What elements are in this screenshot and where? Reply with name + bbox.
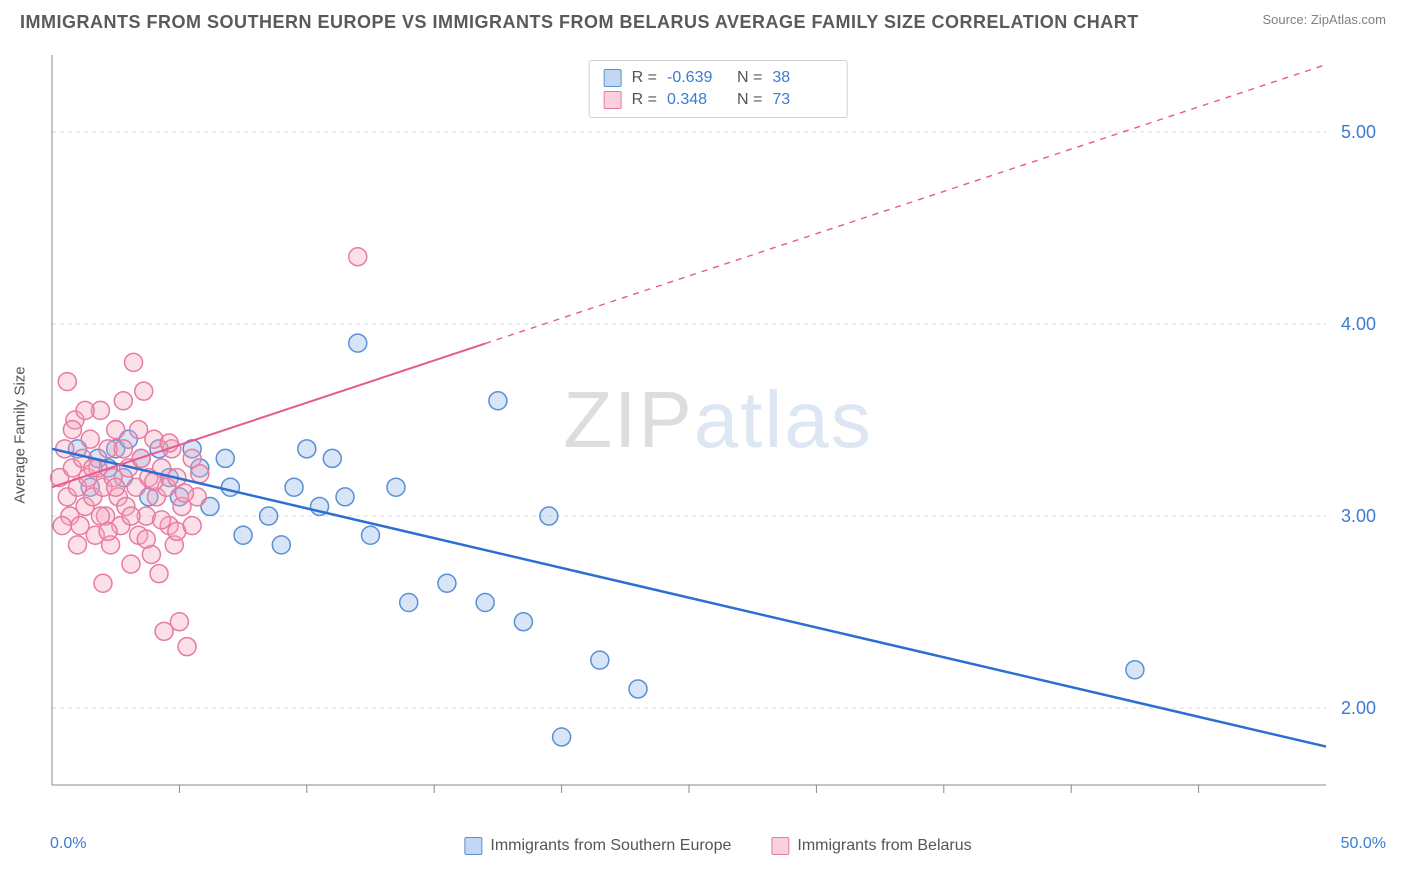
data-point-southern_europe bbox=[489, 392, 507, 410]
data-point-southern_europe bbox=[260, 507, 278, 525]
data-point-southern_europe bbox=[298, 440, 316, 458]
source-attribution: Source: ZipAtlas.com bbox=[1262, 12, 1386, 27]
data-point-belarus bbox=[178, 638, 196, 656]
y-tick-label: 5.00 bbox=[1341, 122, 1376, 142]
data-point-southern_europe bbox=[362, 526, 380, 544]
n-value: 38 bbox=[772, 69, 832, 87]
chart-area: Average Family Size 2.003.004.005.00 ZIP… bbox=[50, 55, 1386, 815]
trendline-belarus bbox=[52, 344, 485, 488]
stats-row-southern_europe: R = -0.639 N = 38 bbox=[604, 67, 833, 89]
correlation-stats-box: R = -0.639 N = 38 R = 0.348 N = 73 bbox=[589, 60, 848, 118]
data-point-southern_europe bbox=[514, 613, 532, 631]
data-point-belarus bbox=[53, 517, 71, 535]
chart-title: IMMIGRANTS FROM SOUTHERN EUROPE VS IMMIG… bbox=[20, 12, 1139, 33]
data-point-belarus bbox=[114, 440, 132, 458]
r-label: R = bbox=[632, 69, 657, 87]
legend-label: Immigrants from Southern Europe bbox=[490, 837, 731, 855]
data-point-belarus bbox=[81, 430, 99, 448]
legend-item-belarus: Immigrants from Belarus bbox=[771, 837, 971, 855]
data-point-southern_europe bbox=[234, 526, 252, 544]
data-point-belarus bbox=[107, 421, 125, 439]
data-point-belarus bbox=[183, 517, 201, 535]
data-point-southern_europe bbox=[400, 594, 418, 612]
data-point-southern_europe bbox=[272, 536, 290, 554]
y-tick-label: 3.00 bbox=[1341, 506, 1376, 526]
trendline-southern_europe bbox=[52, 449, 1326, 747]
data-point-belarus bbox=[125, 353, 143, 371]
x-axis-max-label: 50.0% bbox=[1341, 835, 1386, 853]
source-link[interactable]: ZipAtlas.com bbox=[1311, 12, 1386, 27]
n-label: N = bbox=[737, 69, 762, 87]
data-point-belarus bbox=[349, 248, 367, 266]
data-point-southern_europe bbox=[591, 651, 609, 669]
n-label: N = bbox=[737, 91, 762, 109]
series-legend: Immigrants from Southern Europe Immigrant… bbox=[464, 837, 971, 855]
data-point-belarus bbox=[107, 478, 125, 496]
y-axis-label: Average Family Size bbox=[12, 366, 29, 503]
data-point-southern_europe bbox=[336, 488, 354, 506]
x-axis-min-label: 0.0% bbox=[50, 835, 86, 853]
data-point-belarus bbox=[122, 507, 140, 525]
r-label: R = bbox=[632, 91, 657, 109]
data-point-belarus bbox=[122, 555, 140, 573]
n-value: 73 bbox=[772, 91, 832, 109]
data-point-belarus bbox=[137, 530, 155, 548]
data-point-belarus bbox=[68, 536, 86, 554]
data-point-belarus bbox=[76, 401, 94, 419]
swatch-icon bbox=[464, 837, 482, 855]
data-point-southern_europe bbox=[216, 449, 234, 467]
data-point-belarus bbox=[191, 465, 209, 483]
swatch-icon bbox=[604, 91, 622, 109]
data-point-southern_europe bbox=[221, 478, 239, 496]
data-point-belarus bbox=[150, 565, 168, 583]
stats-row-belarus: R = 0.348 N = 73 bbox=[604, 89, 833, 111]
data-point-southern_europe bbox=[349, 334, 367, 352]
data-point-southern_europe bbox=[285, 478, 303, 496]
y-tick-label: 2.00 bbox=[1341, 698, 1376, 718]
data-point-belarus bbox=[170, 613, 188, 631]
data-point-southern_europe bbox=[323, 449, 341, 467]
data-point-belarus bbox=[153, 511, 171, 529]
r-value: -0.639 bbox=[667, 69, 727, 87]
data-point-southern_europe bbox=[1126, 661, 1144, 679]
chart-header: IMMIGRANTS FROM SOUTHERN EUROPE VS IMMIG… bbox=[0, 0, 1406, 41]
data-point-belarus bbox=[56, 440, 74, 458]
swatch-icon bbox=[771, 837, 789, 855]
r-value: 0.348 bbox=[667, 91, 727, 109]
data-point-southern_europe bbox=[629, 680, 647, 698]
data-point-belarus bbox=[130, 421, 148, 439]
data-point-belarus bbox=[99, 522, 117, 540]
data-point-southern_europe bbox=[553, 728, 571, 746]
data-point-belarus bbox=[175, 484, 193, 502]
data-point-southern_europe bbox=[476, 594, 494, 612]
data-point-southern_europe bbox=[438, 574, 456, 592]
scatter-plot: 2.00 3.00 4.00 5.00 bbox=[50, 55, 1386, 815]
data-point-belarus bbox=[114, 392, 132, 410]
data-point-belarus bbox=[58, 373, 76, 391]
data-point-southern_europe bbox=[387, 478, 405, 496]
source-label: Source: bbox=[1262, 12, 1310, 27]
data-point-belarus bbox=[63, 421, 81, 439]
data-point-southern_europe bbox=[540, 507, 558, 525]
y-tick-label: 4.00 bbox=[1341, 314, 1376, 334]
data-point-belarus bbox=[135, 382, 153, 400]
legend-item-southern_europe: Immigrants from Southern Europe bbox=[464, 837, 731, 855]
swatch-icon bbox=[604, 69, 622, 87]
data-point-belarus bbox=[94, 574, 112, 592]
legend-label: Immigrants from Belarus bbox=[797, 837, 971, 855]
